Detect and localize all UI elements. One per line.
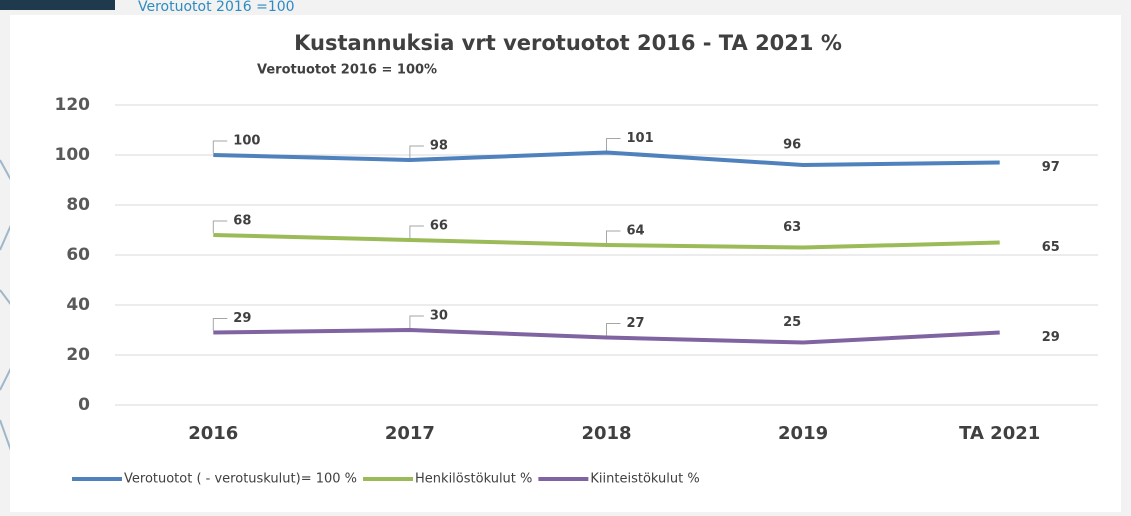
leader-line: [606, 138, 621, 151]
x-tick-label: 2019: [778, 423, 828, 444]
chart-area: [10, 15, 1121, 512]
y-tick-label: 40: [66, 295, 90, 315]
y-tick-label: 0: [78, 395, 90, 415]
data-label: 30: [430, 309, 448, 324]
legend-label: Kiinteistökulut %: [590, 472, 699, 487]
leader-line: [409, 225, 424, 238]
leader-line: [212, 318, 228, 331]
y-tick-label: 20: [66, 345, 90, 365]
data-label: 63: [783, 220, 801, 235]
data-label: 64: [627, 224, 645, 239]
chart-subtitle: Verotuotot 2016 = 100%: [257, 63, 437, 78]
legend-label: Verotuotot ( - verotuskulut)= 100 %: [124, 472, 357, 487]
leader-line: [606, 323, 621, 336]
y-tick-label: 60: [66, 245, 90, 265]
x-tick-label: 2017: [385, 423, 435, 444]
data-line: [213, 233, 1000, 250]
legend-label: Henkilöstökulut %: [415, 472, 532, 487]
leader-line: [212, 220, 228, 233]
y-tick-label: 120: [55, 95, 91, 115]
chart-title: Kustannuksia vrt verotuotot 2016 - TA 20…: [294, 31, 842, 55]
data-label: 29: [1042, 330, 1060, 345]
data-label: 98: [430, 139, 448, 154]
data-label: 100: [233, 134, 260, 149]
decoration: [0, 0, 115, 10]
x-tick-label: 2018: [581, 423, 631, 444]
slide-note: Verotuotot 2016 =100: [138, 0, 295, 15]
data-label: 25: [783, 315, 801, 330]
y-tick-label: 100: [55, 145, 91, 165]
data-label: 29: [233, 311, 251, 326]
leader-line: [212, 140, 228, 153]
leader-line: [606, 230, 621, 243]
y-tick-label: 80: [66, 195, 90, 215]
data-line: [213, 328, 1000, 345]
data-label: 27: [627, 316, 645, 331]
data-line: [213, 150, 1000, 167]
leader-line: [409, 315, 424, 328]
leader-line: [409, 145, 424, 158]
data-label: 96: [783, 138, 801, 153]
x-tick-label: 2016: [188, 423, 238, 444]
data-label: 97: [1042, 160, 1060, 175]
data-label: 65: [1042, 240, 1060, 255]
x-tick-label: TA 2021: [959, 423, 1040, 444]
data-label: 101: [627, 131, 654, 146]
data-label: 66: [430, 219, 448, 234]
data-label: 68: [233, 214, 251, 229]
